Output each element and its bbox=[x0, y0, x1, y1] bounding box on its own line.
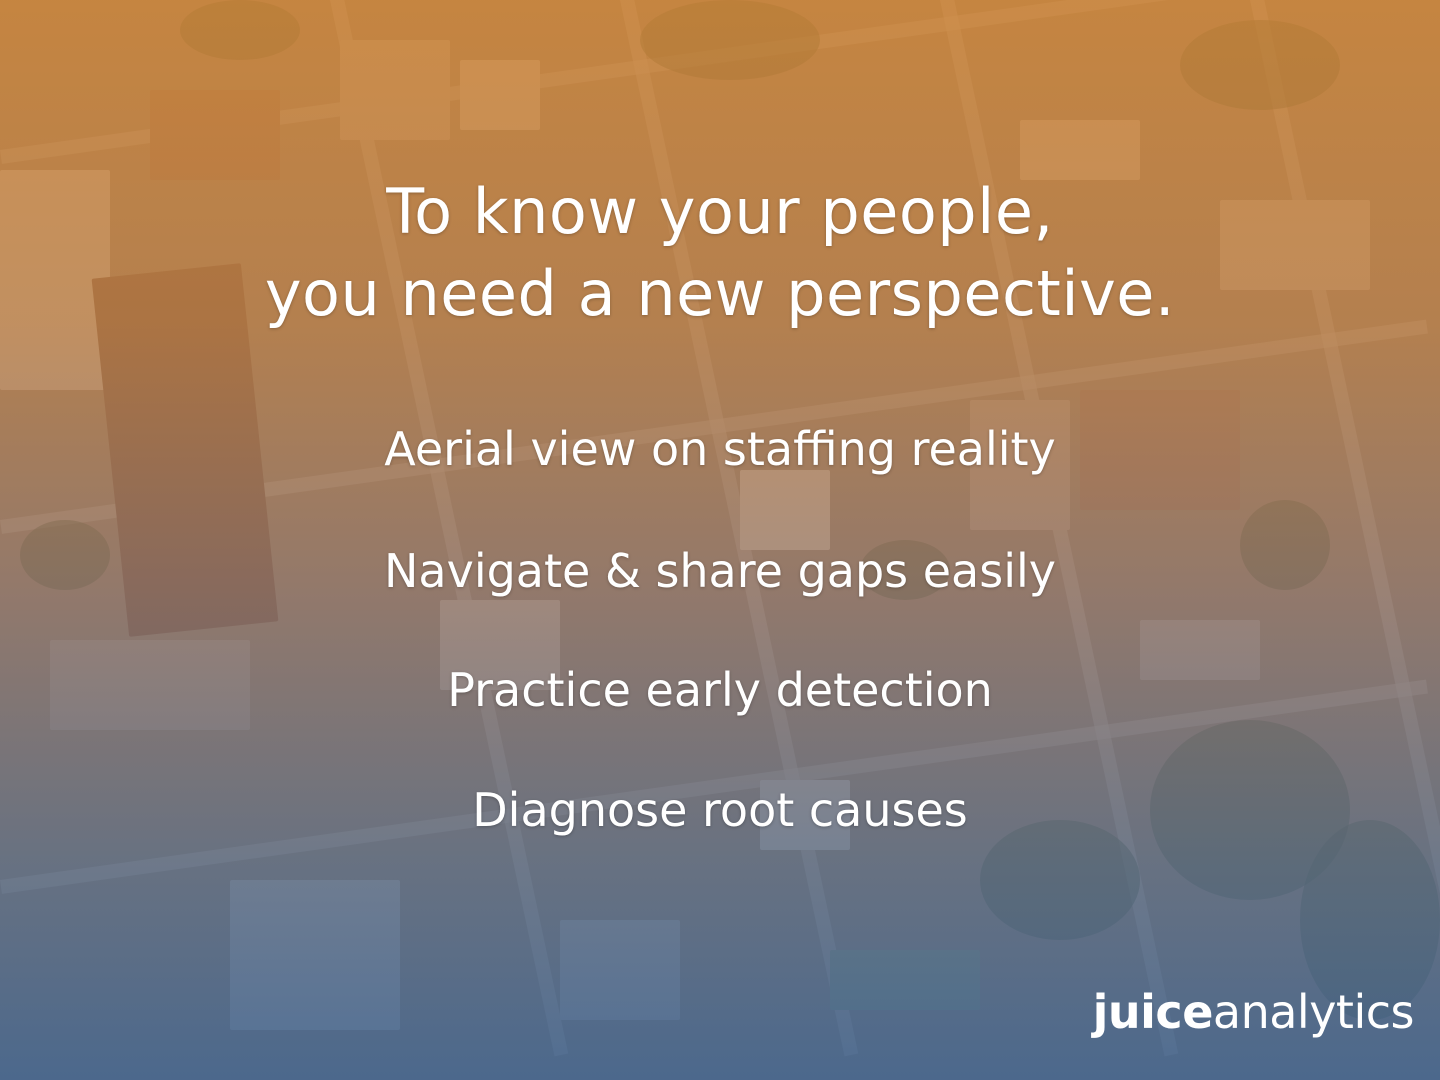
headline-line-1: To know your people, bbox=[386, 175, 1054, 248]
headline-line-2: you need a new perspective. bbox=[264, 257, 1176, 330]
point-diagnose-root-causes: Diagnose root causes bbox=[472, 783, 968, 837]
point-early-detection: Practice early detection bbox=[447, 663, 993, 717]
juice-analytics-logo: juiceanalytics bbox=[1092, 982, 1415, 1042]
point-navigate-share: Navigate & share gaps easily bbox=[384, 544, 1056, 598]
logo-analytics: analytics bbox=[1212, 985, 1415, 1039]
point-aerial-view: Aerial view on staffing reality bbox=[384, 422, 1056, 476]
logo-juice: juice bbox=[1092, 985, 1214, 1039]
